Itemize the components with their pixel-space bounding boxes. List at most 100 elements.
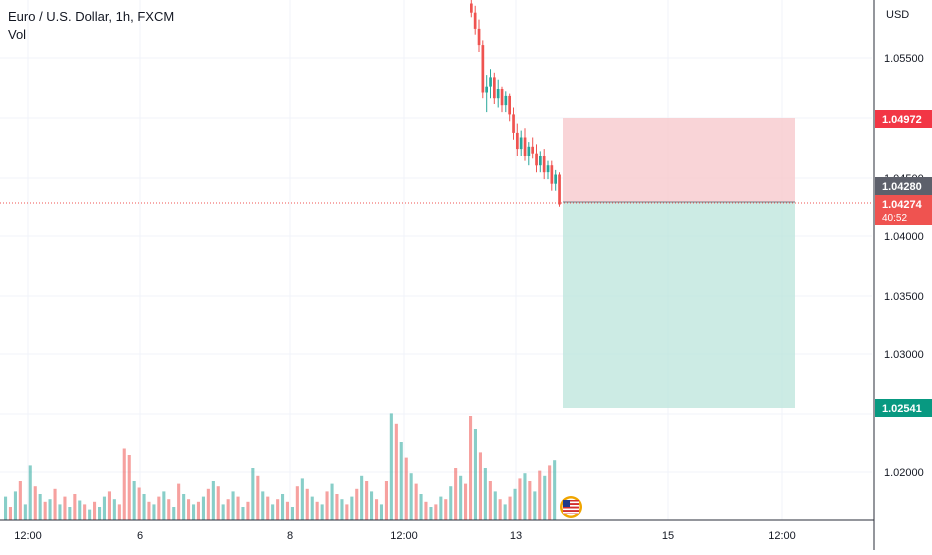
candle-body: [496, 89, 500, 99]
volume-label[interactable]: Vol: [8, 27, 27, 42]
volume-bar: [493, 491, 497, 520]
volume-bar: [399, 442, 403, 520]
volume-bar: [370, 491, 374, 520]
volume-bar: [553, 460, 557, 520]
volume-bar: [488, 481, 492, 520]
volume-bar: [182, 494, 186, 520]
volume-bar: [320, 504, 324, 520]
volume-bar: [454, 468, 458, 520]
volume-bar: [177, 483, 181, 520]
last-price-label-bg: [875, 195, 932, 225]
volume-bar: [127, 455, 131, 520]
volume-bar: [434, 504, 438, 520]
symbol-title[interactable]: Euro / U.S. Dollar, 1h, FXCM: [8, 9, 175, 24]
volume-bar: [350, 496, 354, 520]
price-tick: 1.02000: [884, 467, 924, 479]
volume-bar: [48, 499, 52, 520]
volume-bar: [424, 501, 428, 520]
volume-bar: [375, 499, 379, 520]
volume-bar: [345, 504, 349, 520]
volume-bar: [147, 501, 151, 520]
volume-bar: [285, 501, 289, 520]
volume-bar: [414, 483, 418, 520]
candle-body: [523, 137, 527, 156]
flag-stripe: [563, 505, 579, 507]
volume-bar: [379, 504, 383, 520]
volume-bar: [360, 475, 364, 520]
candle-body: [516, 132, 519, 150]
volume-bar: [335, 494, 339, 520]
volume-bar: [330, 483, 334, 520]
volume-bar: [404, 457, 408, 520]
volume-bar: [33, 486, 37, 520]
chart-legend: Euro / U.S. Dollar, 1h, FXCM Vol: [8, 8, 174, 44]
stop-loss-zone[interactable]: [563, 118, 795, 202]
price-axis-currency[interactable]: USD: [886, 9, 909, 21]
position-zones[interactable]: [563, 118, 795, 408]
volume-bar: [464, 483, 468, 520]
candle: [485, 75, 488, 113]
crosshair-price-label-bg: [875, 177, 932, 195]
target-price-label-text: 1.02541: [882, 403, 922, 415]
volume-bar: [266, 496, 270, 520]
last-price-text: 1.04274: [882, 199, 923, 211]
candle-body: [539, 156, 542, 166]
candle-body: [489, 77, 492, 87]
last-price-label[interactable]: 1.04274 40:52: [875, 195, 932, 225]
volume-bar: [459, 475, 463, 520]
candle: [477, 19, 481, 52]
candle: [473, 5, 477, 35]
volume-bar: [246, 501, 250, 520]
volume-bar: [325, 491, 329, 520]
us-flag-icon[interactable]: [560, 496, 582, 518]
volume-bar: [548, 465, 552, 520]
volume-bar: [498, 499, 502, 520]
volume-bar: [281, 494, 285, 520]
candle-body: [500, 89, 504, 106]
volume-bar: [68, 507, 72, 520]
volume-bar: [83, 504, 87, 520]
volume-bar: [518, 478, 522, 520]
volume-bar: [503, 504, 507, 520]
volume-bar: [122, 448, 126, 520]
candle-body: [554, 174, 557, 184]
candle: [481, 40, 485, 99]
candle: [512, 107, 515, 140]
volume-bar: [236, 496, 240, 520]
time-tick: 8: [287, 530, 293, 542]
volume-bar: [300, 478, 304, 520]
stop-price-label[interactable]: 1.04972: [875, 110, 932, 128]
volume-bar: [271, 504, 275, 520]
target-price-label-bg: [875, 399, 932, 417]
volume-bar: [23, 504, 27, 520]
volume-bar: [93, 501, 97, 520]
candle-body: [508, 95, 511, 115]
volume-bar: [221, 504, 225, 520]
volume-bar: [449, 486, 453, 520]
time-tick: 15: [662, 530, 674, 542]
candle: [519, 130, 523, 156]
volume-bar: [137, 487, 141, 520]
time-tick: 12:00: [14, 530, 42, 542]
volume-bar: [216, 486, 220, 520]
candle: [531, 137, 534, 159]
volume-bar: [528, 481, 532, 520]
take-profit-zone[interactable]: [563, 202, 795, 408]
candle: [554, 169, 557, 191]
candle: [500, 86, 504, 113]
volume-bar: [102, 496, 106, 520]
crosshair-price-label-text: 1.04280: [882, 181, 922, 193]
candle-body: [550, 165, 554, 184]
volume-bar: [142, 494, 146, 520]
volume-bar: [251, 468, 255, 520]
crosshair-price-label[interactable]: 1.04280: [875, 177, 932, 195]
target-price-label[interactable]: 1.02541: [875, 399, 932, 417]
volume-bar: [513, 488, 517, 520]
volume-bar: [13, 491, 17, 520]
volume-bar: [53, 488, 57, 520]
volume-histogram: [4, 413, 557, 520]
price-tick: 1.03000: [884, 349, 924, 361]
